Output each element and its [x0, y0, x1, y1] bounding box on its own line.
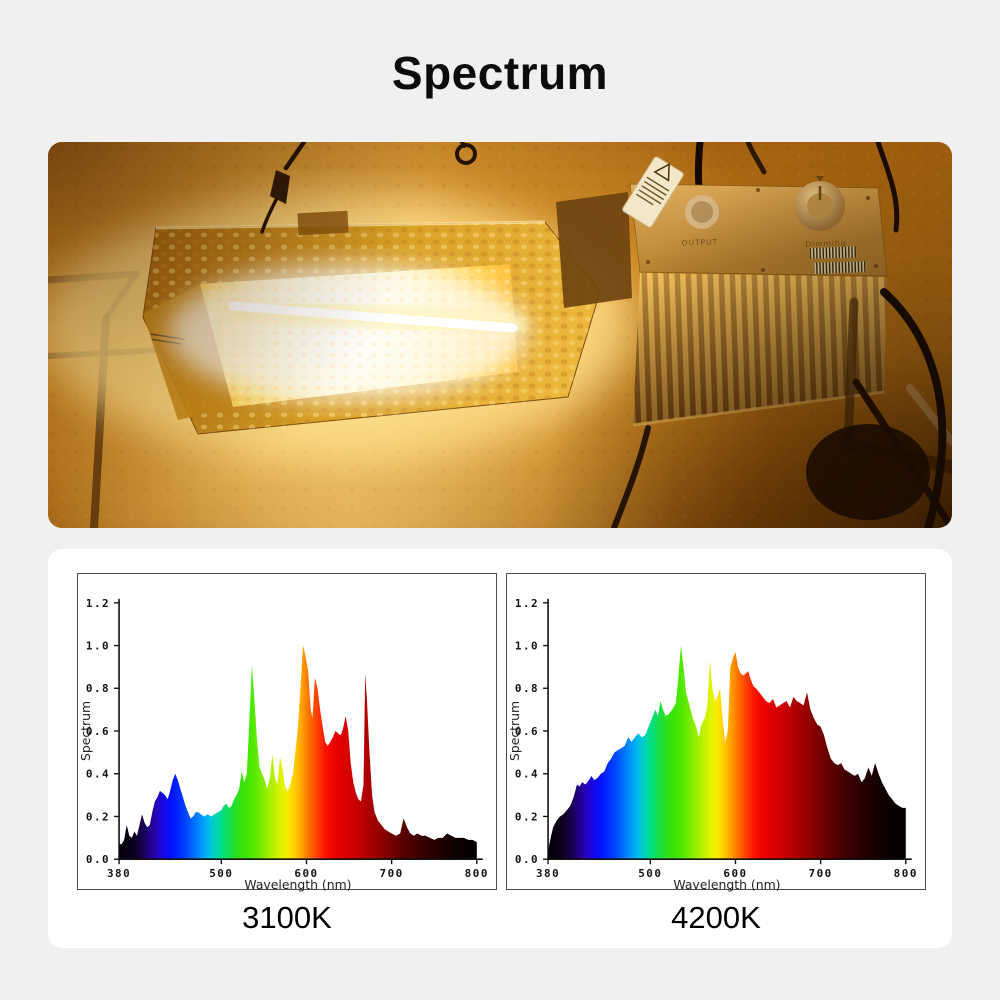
svg-text:800: 800	[465, 867, 489, 880]
svg-text:1.0: 1.0	[86, 640, 110, 653]
svg-text:1.2: 1.2	[515, 597, 539, 610]
product-photo-card: OUTPUT Dimming	[48, 142, 952, 528]
svg-text:500: 500	[209, 867, 233, 880]
svg-text:Spectrum: Spectrum	[507, 701, 522, 761]
svg-text:700: 700	[809, 867, 833, 880]
svg-text:380: 380	[107, 867, 131, 880]
svg-text:1.2: 1.2	[86, 597, 110, 610]
grow-tent-photo: OUTPUT Dimming	[48, 142, 952, 528]
svg-text:0.0: 0.0	[515, 853, 539, 866]
corner-shade	[48, 142, 952, 528]
svg-text:0.4: 0.4	[86, 768, 110, 781]
svg-text:600: 600	[723, 867, 747, 880]
svg-text:0.8: 0.8	[86, 682, 110, 695]
page-title: Spectrum	[391, 47, 609, 99]
spectrum-area	[548, 645, 906, 860]
svg-text:800: 800	[894, 867, 918, 880]
spectrum-area	[119, 645, 477, 860]
svg-text:0.8: 0.8	[515, 682, 539, 695]
svg-text:0.4: 0.4	[515, 768, 539, 781]
chart-svg: 0.0 0.2 0.4 0.6 0.8 1.0 1.2 380 500 600 700 800 Wave…	[507, 597, 918, 892]
chart-svg: 0.0 0.2 0.4 0.6 0.8 1.0 1.2 380 500 600 700 800 Wave…	[78, 597, 489, 892]
svg-text:0.6: 0.6	[86, 725, 110, 738]
svg-text:Spectrum: Spectrum	[78, 701, 93, 761]
spectrum-chart-3100k: 0.0 0.2 0.4 0.6 0.8 1.0 1.2 380 500 600 700 800 Wave…	[77, 573, 497, 892]
svg-text:0.2: 0.2	[515, 810, 539, 823]
spectrum-chart-4200k: 0.0 0.2 0.4 0.6 0.8 1.0 1.2 380 500 600 700 800 Wave…	[506, 573, 926, 892]
svg-text:0.0: 0.0	[86, 853, 110, 866]
svg-text:Wavelength (nm): Wavelength (nm)	[244, 877, 351, 892]
svg-text:1.0: 1.0	[515, 640, 539, 653]
svg-text:700: 700	[380, 867, 404, 880]
svg-text:500: 500	[638, 867, 662, 880]
chart-label-3100k: 3100K	[242, 900, 332, 935]
svg-text:Wavelength (nm): Wavelength (nm)	[673, 877, 780, 892]
svg-text:380: 380	[536, 867, 560, 880]
spectrum-charts-panel: 0.0 0.2 0.4 0.6 0.8 1.0 1.2 380 500 600 700 800 Wave…	[48, 549, 952, 948]
svg-text:0.6: 0.6	[515, 725, 539, 738]
svg-text:0.2: 0.2	[86, 810, 110, 823]
chart-label-4200k: 4200K	[671, 900, 761, 935]
svg-text:600: 600	[294, 867, 318, 880]
